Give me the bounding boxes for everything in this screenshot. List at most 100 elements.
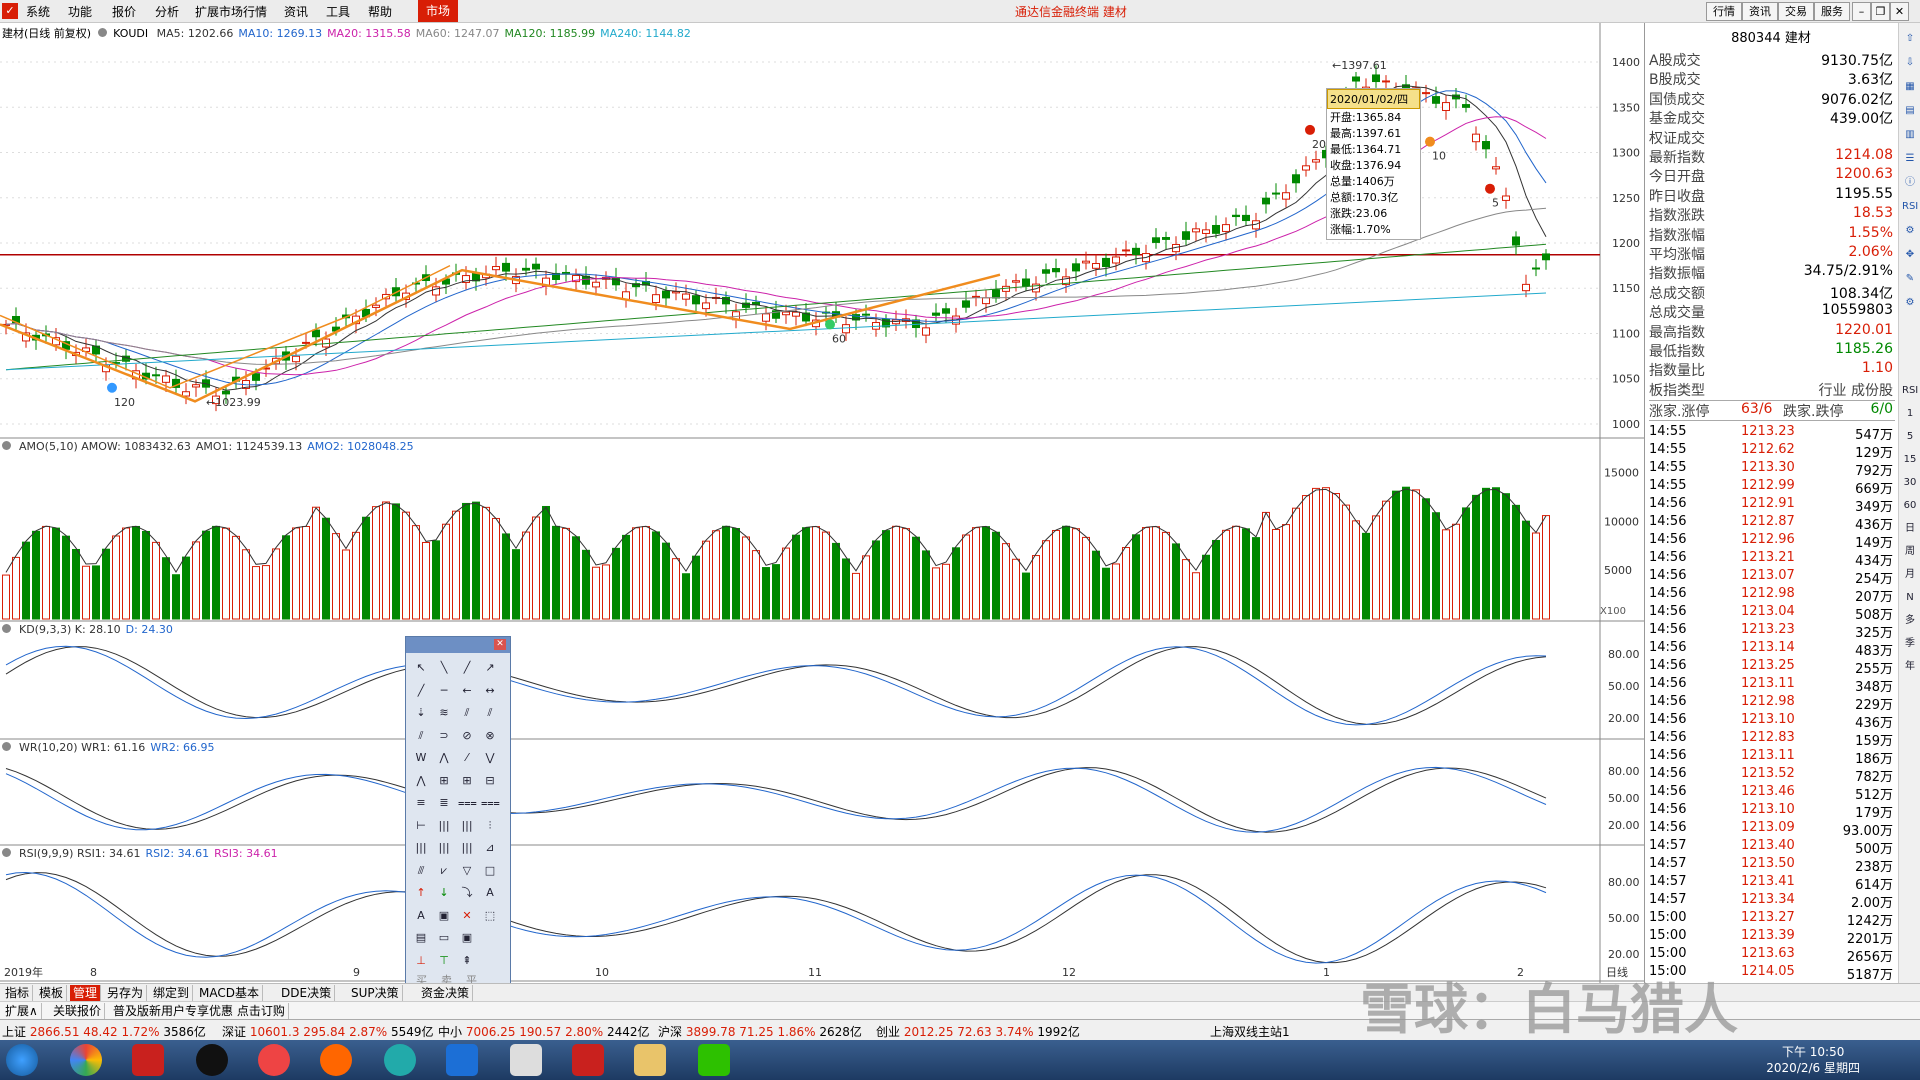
- wechat-icon[interactable]: [698, 1044, 730, 1076]
- draw-tool-icon[interactable]: ≣: [439, 796, 449, 809]
- draw-tool-icon[interactable]: A: [486, 886, 494, 899]
- info-icon[interactable]: ⓘ: [1905, 177, 1915, 188]
- period-button-12[interactable]: 年: [1905, 661, 1915, 672]
- news-button[interactable]: 资讯: [1742, 2, 1778, 21]
- menu-news[interactable]: 资讯: [284, 5, 309, 19]
- bottom-tab[interactable]: SUP决策: [348, 985, 403, 1001]
- palette-header[interactable]: ✕: [406, 637, 510, 653]
- draw-tool-icon[interactable]: ⊗: [485, 728, 495, 742]
- menu-help[interactable]: 帮助: [368, 5, 393, 19]
- period-button-8[interactable]: 月: [1905, 569, 1915, 580]
- draw-tool-icon[interactable]: ╱: [463, 661, 471, 674]
- market-tab[interactable]: 市场: [418, 0, 458, 22]
- draw-tool-icon[interactable]: |||: [461, 818, 473, 832]
- bottom-tab[interactable]: 指标: [2, 985, 34, 1001]
- menu-analysis[interactable]: 分析: [155, 5, 180, 19]
- index-quote[interactable]: 沪深 3899.78 71.25 1.86% 2628亿: [658, 1023, 862, 1040]
- draw-tool-icon[interactable]: ⋁: [485, 751, 495, 764]
- period-button-3[interactable]: 15: [1903, 454, 1917, 465]
- period-button-7[interactable]: 周: [1905, 546, 1915, 557]
- system-clock[interactable]: 下午 10:50 2020/2/6 星期四: [1766, 1044, 1860, 1076]
- period-button-5[interactable]: 60: [1903, 500, 1917, 511]
- period-button-0[interactable]: RSI: [1902, 385, 1919, 396]
- buy-label[interactable]: 买: [416, 974, 427, 987]
- draw-tool-icon[interactable]: ▽: [462, 863, 472, 877]
- menu-tools[interactable]: 工具: [326, 5, 351, 19]
- draw-tool-icon[interactable]: ⊿: [485, 841, 495, 854]
- index-quote[interactable]: 创业 2012.25 72.63 3.74% 1992亿: [876, 1023, 1080, 1040]
- draw-tool-icon[interactable]: ↔: [485, 683, 495, 697]
- menu-ext-market[interactable]: 扩展市场行情: [195, 5, 268, 19]
- draw-tool-icon[interactable]: ⊥: [416, 953, 426, 967]
- tdx-app-icon[interactable]: [132, 1044, 164, 1076]
- draw-tool-icon[interactable]: ⁄: [466, 751, 468, 764]
- tools-icon[interactable]: ⚙: [1905, 225, 1915, 236]
- period-label[interactable]: 日线: [1606, 965, 1628, 979]
- bottom-tab[interactable]: 管理: [70, 985, 102, 1001]
- draw-tool-icon[interactable]: ⊤: [439, 953, 449, 967]
- menu-function[interactable]: 功能: [68, 5, 93, 19]
- flat-label[interactable]: 平: [466, 974, 477, 987]
- draw-tool-icon[interactable]: ⇞: [462, 953, 472, 967]
- draw-tool-icon[interactable]: ⫽: [464, 706, 470, 719]
- start-icon[interactable]: [6, 1044, 38, 1076]
- list-icon[interactable]: ☰: [1905, 153, 1915, 164]
- draw-tool-icon[interactable]: ←: [462, 683, 472, 697]
- draw-tool-palette[interactable]: ✕ ↖ ╲ ╱ ↗ ╱ ─ ← ↔ ⇣ ≋ ⫽ ⫽ ⫽ ⊃ ⊘ ⊗ W ⋀ ⁄ ⋁ ⋀ ⊞ ⊞ ⊟ ≡ ≣ ⩶ ⩶ ⊢ ||| ||| ⫶ ||…: [405, 636, 511, 995]
- draw-tool-icon[interactable]: ✕: [462, 908, 472, 922]
- browser-icon[interactable]: [70, 1044, 102, 1076]
- draw-tool-icon[interactable]: ≡: [416, 796, 426, 809]
- draw-tool-icon[interactable]: ⩶: [458, 796, 477, 809]
- draw-tool-icon[interactable]: ⋀: [439, 751, 449, 764]
- app-icon[interactable]: [258, 1044, 290, 1076]
- bars-icon[interactable]: ▥: [1905, 129, 1915, 140]
- draw-tool-icon[interactable]: ⋀: [416, 773, 426, 787]
- qq-icon[interactable]: [196, 1044, 228, 1076]
- bottom-tab[interactable]: MACD基本: [196, 985, 263, 1001]
- draw-tool-icon[interactable]: ⫻: [417, 863, 425, 877]
- period-button-11[interactable]: 季: [1905, 638, 1915, 649]
- draw-tool-icon[interactable]: ╲: [440, 661, 448, 674]
- down-arrow-icon[interactable]: ⇩: [1905, 57, 1915, 68]
- minimize-icon[interactable]: –: [1852, 2, 1871, 21]
- bottom-tab[interactable]: 资金决策: [418, 985, 474, 1001]
- draw-tool-icon[interactable]: ⤵: [461, 886, 473, 899]
- draw-tool-icon[interactable]: ↖: [416, 661, 426, 674]
- restore-icon[interactable]: ❐: [1871, 2, 1890, 21]
- draw-tool-icon[interactable]: |||: [438, 818, 450, 832]
- draw-tool-icon[interactable]: ↓: [439, 886, 449, 899]
- draw-tool-icon[interactable]: □: [484, 863, 496, 877]
- draw-tool-icon[interactable]: |||: [415, 841, 427, 854]
- wps-icon[interactable]: [446, 1044, 478, 1076]
- grid-icon[interactable]: ▦: [1905, 81, 1915, 92]
- bottom-link[interactable]: 扩展∧: [2, 1003, 42, 1019]
- pen-icon[interactable]: ✎: [1905, 273, 1915, 284]
- draw-tool-icon[interactable]: ⫶: [488, 818, 492, 832]
- bottom-tab[interactable]: 另存为: [104, 985, 148, 1001]
- draw-tool-icon[interactable]: |||: [438, 841, 450, 854]
- sector-type-value[interactable]: 行业 成份股: [1818, 383, 1893, 399]
- draw-tool-icon[interactable]: ╱: [417, 683, 425, 697]
- period-button-9[interactable]: N: [1906, 592, 1914, 603]
- draw-tool-icon[interactable]: ▭: [438, 931, 450, 944]
- draw-tool-icon[interactable]: [481, 929, 499, 947]
- draw-tool-icon[interactable]: ⊞: [439, 773, 449, 787]
- draw-tool-icon[interactable]: ↗: [485, 661, 495, 674]
- app4-icon[interactable]: [510, 1044, 542, 1076]
- draw-tool-icon[interactable]: ▤: [415, 931, 427, 944]
- draw-tool-icon[interactable]: ↑: [416, 886, 426, 899]
- draw-tool-icon[interactable]: ⊘: [462, 728, 472, 742]
- draw-tool-icon[interactable]: W: [415, 751, 427, 764]
- draw-tool-icon[interactable]: ▣: [438, 908, 450, 922]
- menu-quote[interactable]: 报价: [112, 5, 137, 19]
- draw-tool-icon[interactable]: ⊟: [485, 773, 495, 787]
- app3-icon[interactable]: [384, 1044, 416, 1076]
- bottom-tab[interactable]: 模板: [36, 985, 68, 1001]
- draw-tool-icon[interactable]: ≋: [439, 706, 449, 719]
- bottom-tab[interactable]: DDE决策: [278, 985, 336, 1001]
- draw-tool-icon[interactable]: ⩶: [481, 796, 500, 809]
- server-name[interactable]: 上海双线主站1: [1210, 1025, 1290, 1039]
- service-button[interactable]: 服务: [1814, 2, 1850, 21]
- draw-tool-icon[interactable]: ⫽: [487, 706, 493, 719]
- up-arrow-icon[interactable]: ⇧: [1905, 33, 1915, 44]
